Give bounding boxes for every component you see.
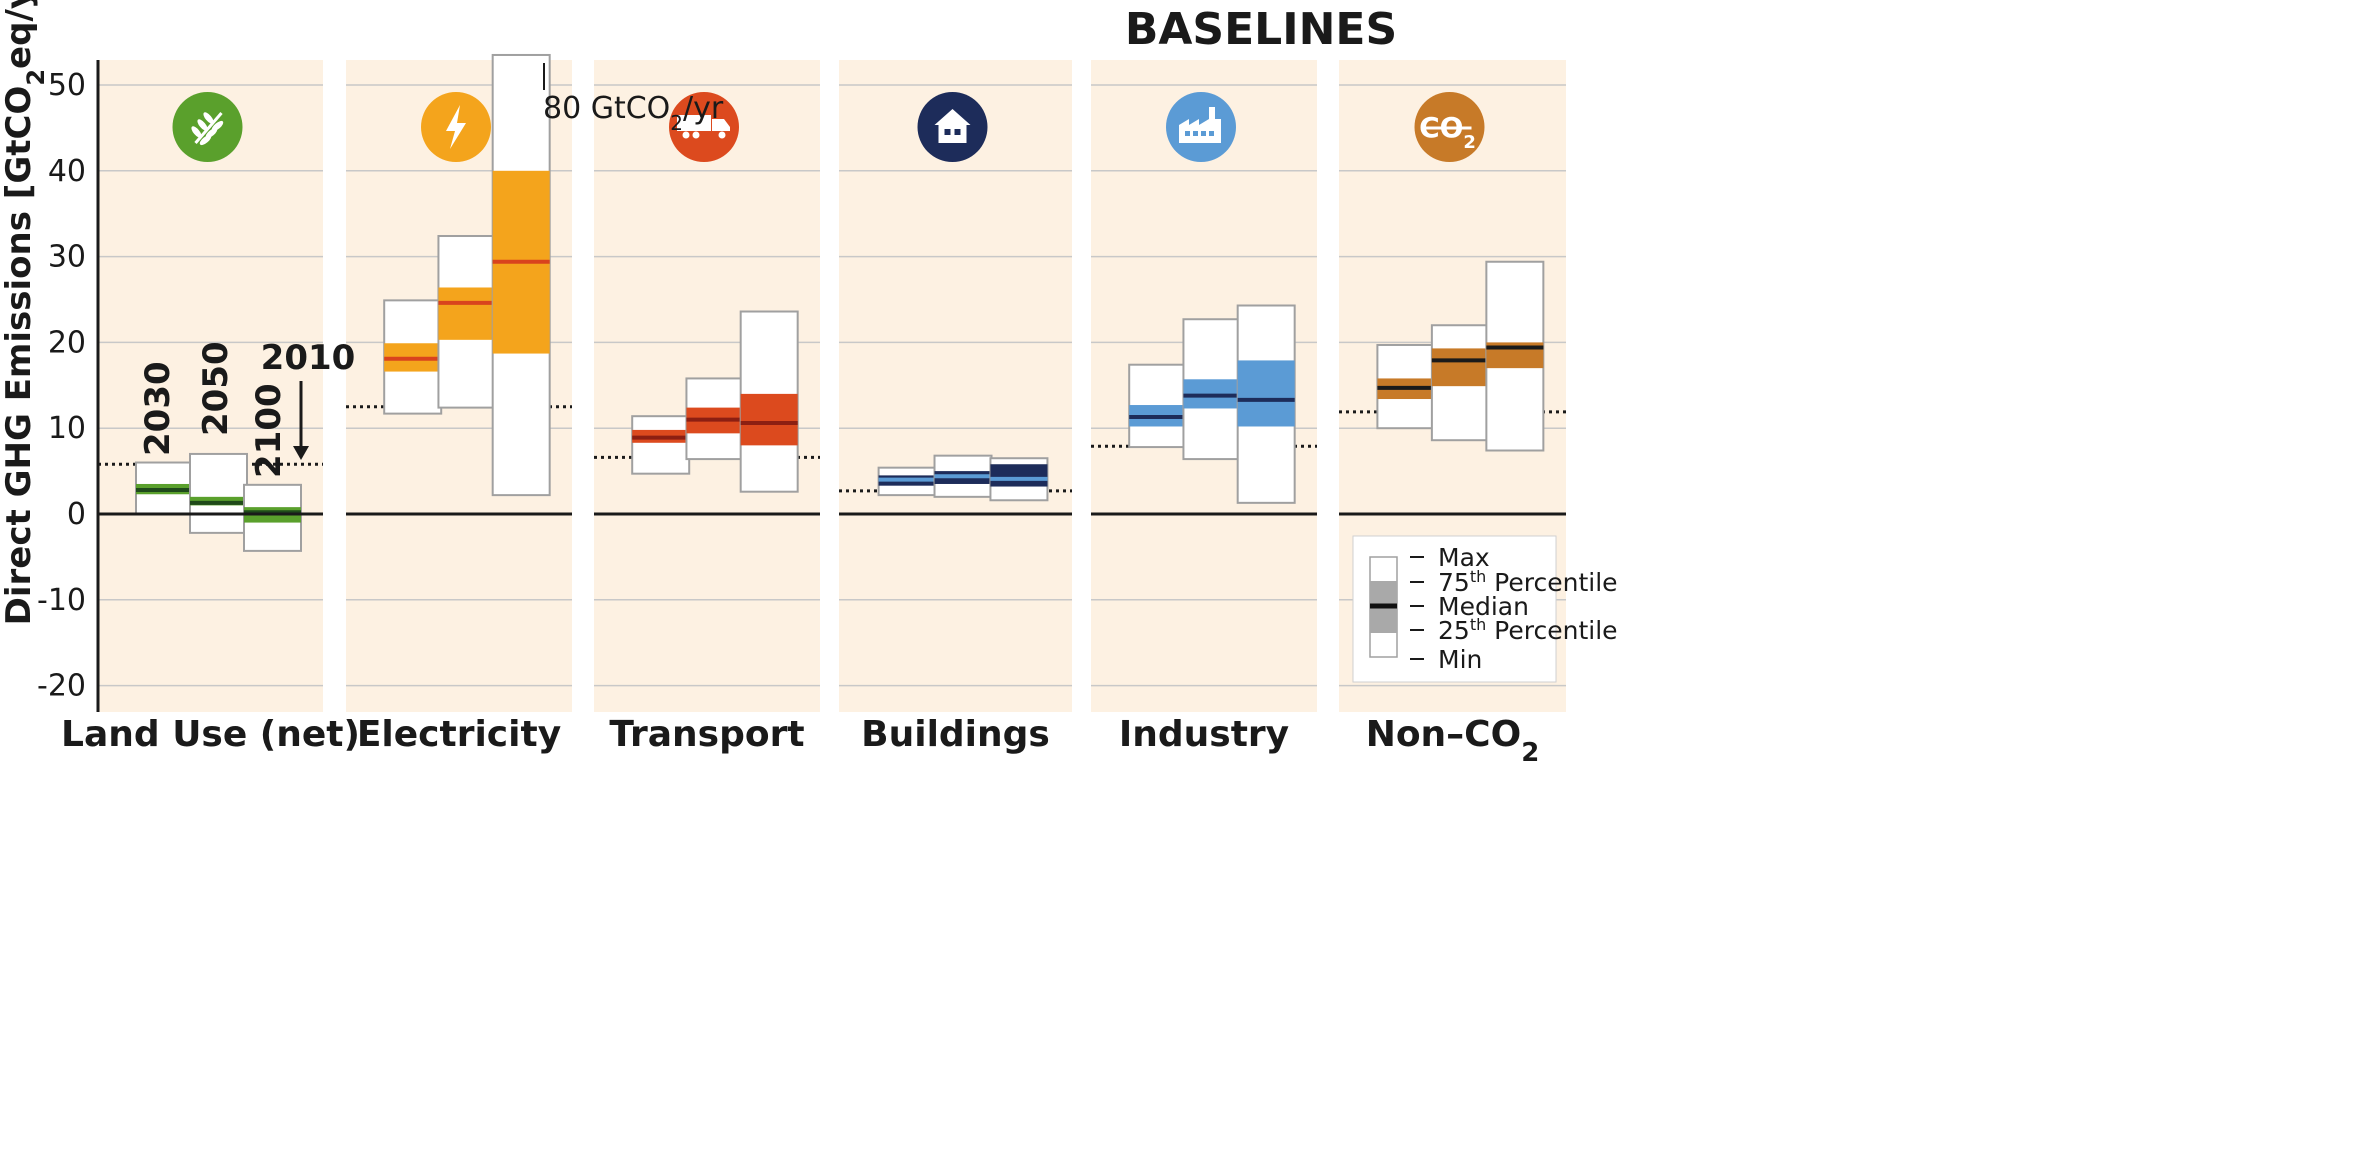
legend-label: Min: [1438, 645, 1482, 674]
box-iqr-3-2: [990, 464, 1048, 487]
category-label: Industry: [1119, 714, 1289, 755]
wheat-grain: [191, 126, 202, 138]
lightning-icon: [421, 92, 491, 162]
legend-label: 25th Percentile: [1438, 615, 1618, 646]
legend-label-tail: Percentile: [1486, 568, 1617, 597]
category-label-sub: 2: [1521, 738, 1539, 768]
box-iqr-4-2: [1237, 360, 1295, 427]
category-label-main: Transport: [609, 714, 804, 755]
truck-cab: [712, 119, 730, 131]
chart-title: BASELINES: [1125, 4, 1397, 55]
legend-label-main: Min: [1438, 645, 1482, 674]
year-label-2100: 2100: [249, 383, 289, 478]
lightning-bolt: [446, 105, 466, 149]
y-axis-title-tail: eq/yr]: [0, 0, 39, 69]
legend-label-tail: Percentile: [1486, 616, 1617, 645]
sector-icons: CO2: [172, 92, 1485, 162]
legend-label: Max: [1438, 543, 1490, 572]
y-tick-label: 50: [48, 68, 86, 103]
factory-window: [1193, 131, 1198, 136]
category-label-main: Buildings: [861, 714, 1050, 755]
factory-icon: [1166, 92, 1236, 162]
category-label-main: Electricity: [357, 714, 561, 755]
truck-trailer: [677, 115, 711, 131]
panel-0: [98, 60, 323, 712]
category-label: Land Use (net): [61, 714, 360, 755]
house-window: [944, 129, 951, 135]
y-axis-title: Direct GHG Emissions [GtCO2eq/yr]: [0, 0, 50, 625]
category-label: Electricity: [357, 714, 561, 755]
wheat-grain: [203, 112, 214, 124]
category-label-main: Land Use (net): [61, 714, 360, 755]
panel-3: [839, 60, 1072, 712]
overflow-sub: 2: [670, 111, 683, 135]
truck-wheel: [692, 131, 700, 139]
legend-label-main: 75: [1438, 568, 1470, 597]
y-tick-label: 10: [48, 411, 86, 446]
y-axis-title-sub: 2: [22, 69, 50, 86]
box-iqr-2-2: [740, 393, 798, 446]
legend-label: Median: [1438, 592, 1529, 621]
y-tick-label: -20: [37, 669, 86, 704]
box-iqr-5-1: [1431, 348, 1489, 387]
year-label-2050: 2050: [196, 341, 236, 436]
house-window: [954, 129, 961, 135]
wheat-grain: [197, 119, 208, 131]
y-tick-label: 20: [48, 325, 86, 360]
legend-label-main: Max: [1438, 543, 1490, 572]
arrow-2010-head: [293, 446, 309, 460]
category-label-main: Industry: [1119, 714, 1289, 755]
category-label-main: Non–CO: [1366, 714, 1522, 755]
legend-label-main: Median: [1438, 592, 1529, 621]
category-label: Non–CO2: [1366, 714, 1540, 768]
legend-label-sup: th: [1470, 615, 1486, 634]
wheat-icon: [172, 92, 243, 162]
factory-window: [1201, 131, 1206, 136]
legend-label-main: 25: [1438, 616, 1470, 645]
overflow-annotation: 80 GtCO2/yr: [543, 91, 724, 135]
box-range-0-1: [189, 452, 248, 534]
y-tick-label: 0: [67, 497, 86, 532]
box-iqr-1-1: [438, 287, 496, 340]
y-tick-label: 40: [48, 154, 86, 189]
overflow-prefix: 80 GtCO: [543, 91, 670, 126]
legend-label: 75th Percentile: [1438, 567, 1618, 598]
box-range-2-0: [631, 415, 691, 475]
y-tick-label: -10: [37, 583, 86, 618]
overflow-suffix: /yr: [683, 91, 724, 126]
box-series: [135, 53, 1545, 552]
co2-text-sub: 2: [1463, 132, 1476, 153]
category-label: Transport: [609, 714, 804, 755]
truck-icon: [669, 92, 739, 162]
no-co2-icon: CO2: [1414, 92, 1485, 162]
house-shape: [934, 109, 971, 143]
labels: Direct GHG Emissions [GtCO2eq/yr] BASELIN…: [0, 0, 1539, 768]
year-label-2030: 2030: [138, 361, 178, 456]
year-2010-label: 2010: [261, 338, 356, 378]
factory-window: [1185, 131, 1190, 136]
y-tick-label: 30: [48, 240, 86, 275]
wheat-grain: [211, 120, 224, 132]
legend-label-sup: th: [1470, 567, 1486, 586]
factory-window: [1209, 131, 1214, 136]
y-axis-title-main: Direct GHG Emissions [GtCO: [0, 86, 39, 626]
truck-wheel: [718, 131, 726, 139]
wheat-stem: [194, 112, 223, 144]
category-label: Buildings: [861, 714, 1050, 755]
truck-wheel: [682, 131, 690, 139]
house-icon: [917, 92, 988, 162]
